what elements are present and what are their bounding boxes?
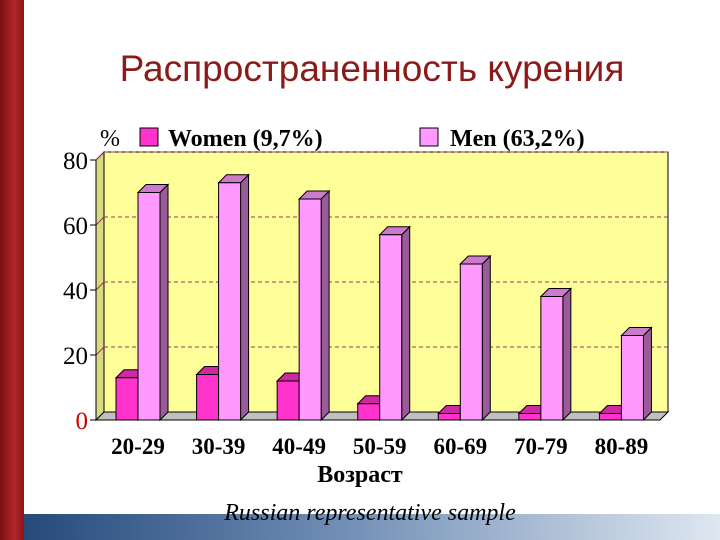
bar-women xyxy=(196,374,220,421)
bar-side xyxy=(562,287,572,422)
bar-men xyxy=(298,198,322,421)
bar-side xyxy=(320,189,330,422)
bar-men xyxy=(540,296,564,421)
bar-men xyxy=(137,192,161,421)
bar-side xyxy=(240,173,250,422)
x-tick-label: 30-39 xyxy=(192,434,246,459)
y-axis-label: % xyxy=(100,126,120,152)
legend-label-women: Women (9,7%) xyxy=(168,126,323,152)
y-tick-label: 0 xyxy=(76,408,89,435)
x-tick-label: 40-49 xyxy=(272,434,326,459)
gridline-side xyxy=(95,151,105,161)
bar-side xyxy=(401,225,411,422)
x-tick-label: 70-79 xyxy=(514,434,568,459)
slide-bottom-bar xyxy=(24,514,720,540)
y-tick-label: 60 xyxy=(63,213,88,240)
gridline-side xyxy=(95,281,105,291)
legend-label-men: Men (63,2%) xyxy=(450,126,585,152)
gridline-side xyxy=(95,216,105,226)
x-tick-label: 20-29 xyxy=(111,434,165,459)
bar-men xyxy=(218,182,242,421)
bar-side xyxy=(159,183,169,422)
bar-men xyxy=(459,263,483,421)
legend-swatch-men xyxy=(419,127,439,147)
chart-caption: Russian representative sample xyxy=(224,500,516,526)
x-tick-label: 50-59 xyxy=(353,434,407,459)
bar-women xyxy=(518,413,542,421)
y-tick-label: 80 xyxy=(63,148,88,175)
gridline-side xyxy=(95,346,105,356)
bar-men xyxy=(379,234,403,421)
bar-men xyxy=(620,335,644,421)
slide-side-bar xyxy=(0,0,24,540)
y-tick-label: 20 xyxy=(63,343,88,370)
legend-swatch-women xyxy=(139,127,159,147)
x-axis-label: Возраст xyxy=(317,462,403,488)
bar-women xyxy=(115,377,139,421)
bar-side xyxy=(642,326,652,422)
bar-women xyxy=(276,380,300,421)
bar-side xyxy=(481,254,491,422)
x-tick-label: 80-89 xyxy=(595,434,649,459)
bar-women xyxy=(357,403,381,421)
y-tick-label: 40 xyxy=(63,278,88,305)
bar-women xyxy=(437,413,461,421)
x-tick-label: 60-69 xyxy=(433,434,487,459)
page-title: Распространенность курения xyxy=(119,48,625,89)
bar-women xyxy=(598,413,622,421)
